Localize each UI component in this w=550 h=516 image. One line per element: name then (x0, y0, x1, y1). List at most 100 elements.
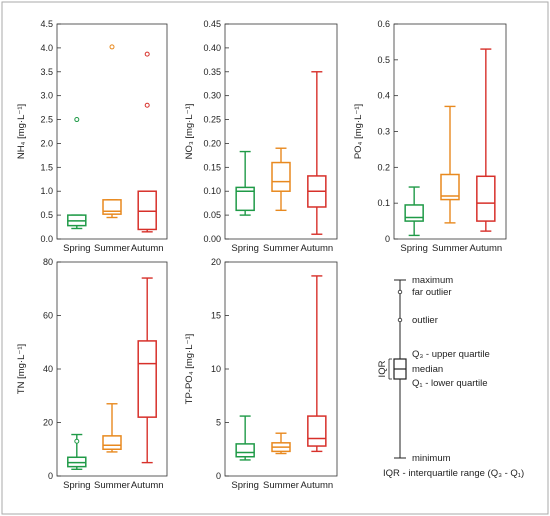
y-tick-label: 10 (211, 364, 221, 374)
box-spring (67, 117, 87, 230)
legend-far-outlier-label: far outlier (412, 287, 452, 298)
legend-footnote: IQR - interquartile range (Q₃ - Q₁) (383, 468, 524, 479)
box-summer (440, 105, 460, 224)
box-spring (235, 150, 255, 216)
legend-iqr-label: IQR (377, 360, 388, 377)
iqr-box (476, 175, 496, 222)
y-tick-label: 0.1 (377, 198, 390, 208)
box-autumn (476, 48, 496, 232)
y-tick-label: 2.0 (40, 138, 53, 148)
y-tick-label: 1.5 (40, 162, 53, 172)
y-tick-label: 0 (48, 471, 53, 481)
y-tick-label: 3.5 (40, 67, 53, 77)
chart-panel-2: 0.00 0.05 0.10 0.15 0.20 0.25 0.30 0.35 0.40 0.45… (184, 19, 338, 254)
category-label: Autumn (300, 480, 333, 491)
y-tick-label: 0.45 (203, 19, 221, 29)
legend-upper-quartile-label: Q₃ - upper quartile (412, 349, 490, 360)
iqr-box (404, 204, 424, 222)
y-tick-label: 60 (43, 311, 53, 321)
iqr-box (440, 173, 460, 201)
outlier-point (144, 102, 150, 108)
category-label: Summer (94, 480, 130, 491)
category-label: Summer (263, 243, 299, 254)
outlier-point (109, 44, 115, 50)
y-tick-label: 4.0 (40, 43, 53, 53)
legend-minimum-label: minimum (412, 453, 451, 464)
chart-panel-3: 0 0.1 0.2 0.3 0.4 0.5 0.6 PO₄ [mg·L⁻¹] Spring Sum… (353, 19, 507, 254)
y-tick-label: 0.10 (203, 186, 221, 196)
legend-median-label: median (412, 364, 443, 375)
y-tick-label: 0.15 (203, 162, 221, 172)
y-axis-label: TP-PO₄ [mg·L⁻¹] (184, 334, 195, 405)
outlier-point (74, 438, 80, 444)
plot-frame (56, 23, 168, 240)
box-autumn (137, 51, 157, 233)
category-label: Autumn (131, 480, 164, 491)
iqr-box (137, 190, 157, 231)
y-axis-label: NO₃ [mg·L⁻¹] (184, 104, 195, 160)
y-tick-label: 0.30 (203, 91, 221, 101)
y-tick-label: 0.4 (377, 91, 390, 101)
box-autumn (307, 71, 327, 235)
y-tick-label: 0.2 (377, 162, 390, 172)
outlier-point (144, 51, 150, 57)
category-label: Spring (63, 243, 90, 254)
y-axis-label: PO₄ [mg·L⁻¹] (353, 104, 364, 159)
y-axis-label: TN [mg·L⁻¹] (16, 344, 27, 394)
y-tick-label: 0.0 (40, 234, 53, 244)
y-tick-label: 0.3 (377, 127, 390, 137)
box-summer (102, 403, 122, 453)
iqr-box (271, 161, 291, 192)
y-tick-label: 20 (211, 257, 221, 267)
y-tick-label: 40 (43, 364, 53, 374)
y-tick-label: 0 (385, 234, 390, 244)
outlier-point (74, 117, 80, 123)
y-tick-label: 15 (211, 311, 221, 321)
category-label: Summer (432, 243, 468, 254)
y-tick-label: 0.35 (203, 67, 221, 77)
box-spring (404, 186, 424, 237)
legend-outlier-marker (397, 317, 403, 323)
legend-far-outlier-marker (397, 289, 403, 295)
y-tick-label: 5 (216, 418, 221, 428)
legend: maximum far outlier outlier Q₃ - upper q… (377, 275, 524, 479)
category-label: Summer (94, 243, 130, 254)
iqr-box (137, 340, 157, 418)
category-label: Autumn (131, 243, 164, 254)
box-summer (271, 147, 291, 212)
legend-maximum-label: maximum (412, 275, 453, 286)
iqr-box (235, 443, 255, 458)
category-label: Spring (400, 243, 427, 254)
chart-panel-5: 0 5 10 15 20 TP-PO₄ [mg·L⁻¹] Spring Summer Autum… (184, 257, 338, 491)
legend-outlier-label: outlier (412, 315, 438, 326)
y-tick-label: 20 (43, 418, 53, 428)
legend-lower-quartile-label: Q₁ - lower quartile (412, 378, 488, 389)
y-axis-label: NH₄ [mg·L⁻¹] (16, 104, 27, 159)
y-tick-label: 0 (216, 471, 221, 481)
y-tick-label: 0.5 (40, 210, 53, 220)
y-tick-label: 0.25 (203, 115, 221, 125)
box-autumn (307, 275, 327, 453)
category-label: Summer (263, 480, 299, 491)
y-tick-label: 0.20 (203, 138, 221, 148)
box-summer (271, 432, 291, 455)
category-label: Spring (231, 480, 258, 491)
y-tick-label: 0.6 (377, 19, 390, 29)
box-summer (102, 44, 122, 219)
y-tick-label: 2.5 (40, 115, 53, 125)
y-tick-label: 0.00 (203, 234, 221, 244)
y-tick-label: 3.0 (40, 91, 53, 101)
y-tick-label: 1.0 (40, 186, 53, 196)
category-label: Spring (231, 243, 258, 254)
y-tick-label: 0.05 (203, 210, 221, 220)
category-label: Autumn (300, 243, 333, 254)
category-label: Autumn (469, 243, 502, 254)
iqr-box (102, 435, 122, 450)
box-autumn (137, 277, 157, 464)
category-label: Spring (63, 480, 90, 491)
iqr-box (307, 415, 327, 447)
plot-frame (224, 23, 338, 240)
